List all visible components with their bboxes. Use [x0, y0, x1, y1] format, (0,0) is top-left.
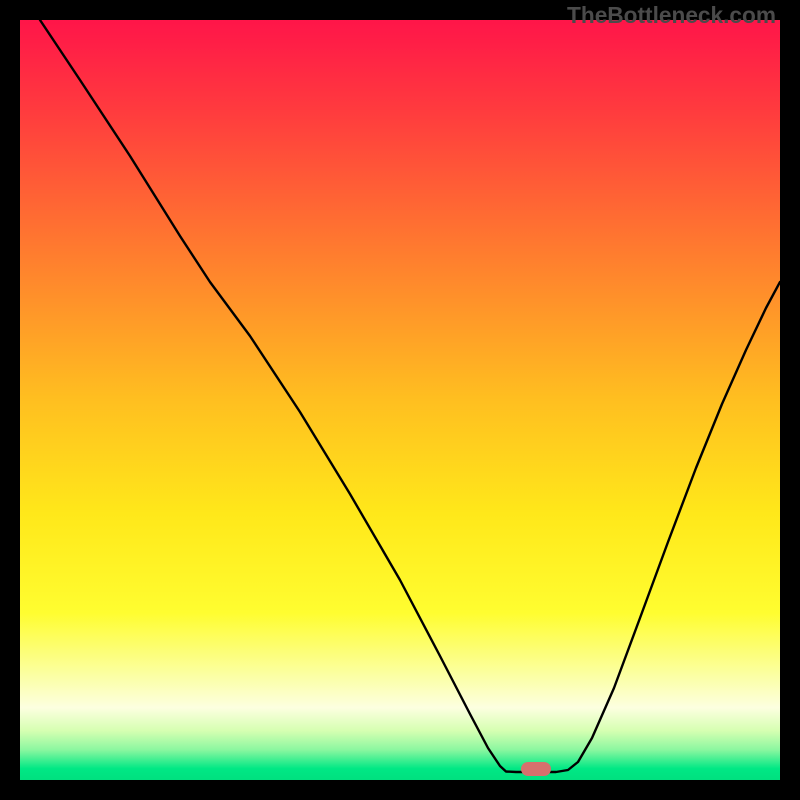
bottleneck-curve-svg — [20, 20, 780, 780]
gradient-background — [20, 20, 780, 780]
optimal-marker — [521, 762, 551, 776]
bottleneck-curve — [40, 20, 780, 772]
plot-area — [20, 20, 780, 780]
